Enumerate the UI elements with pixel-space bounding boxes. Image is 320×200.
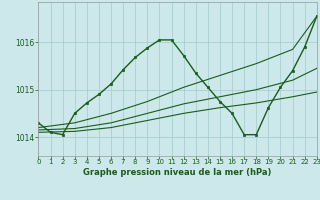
X-axis label: Graphe pression niveau de la mer (hPa): Graphe pression niveau de la mer (hPa)	[84, 168, 272, 177]
